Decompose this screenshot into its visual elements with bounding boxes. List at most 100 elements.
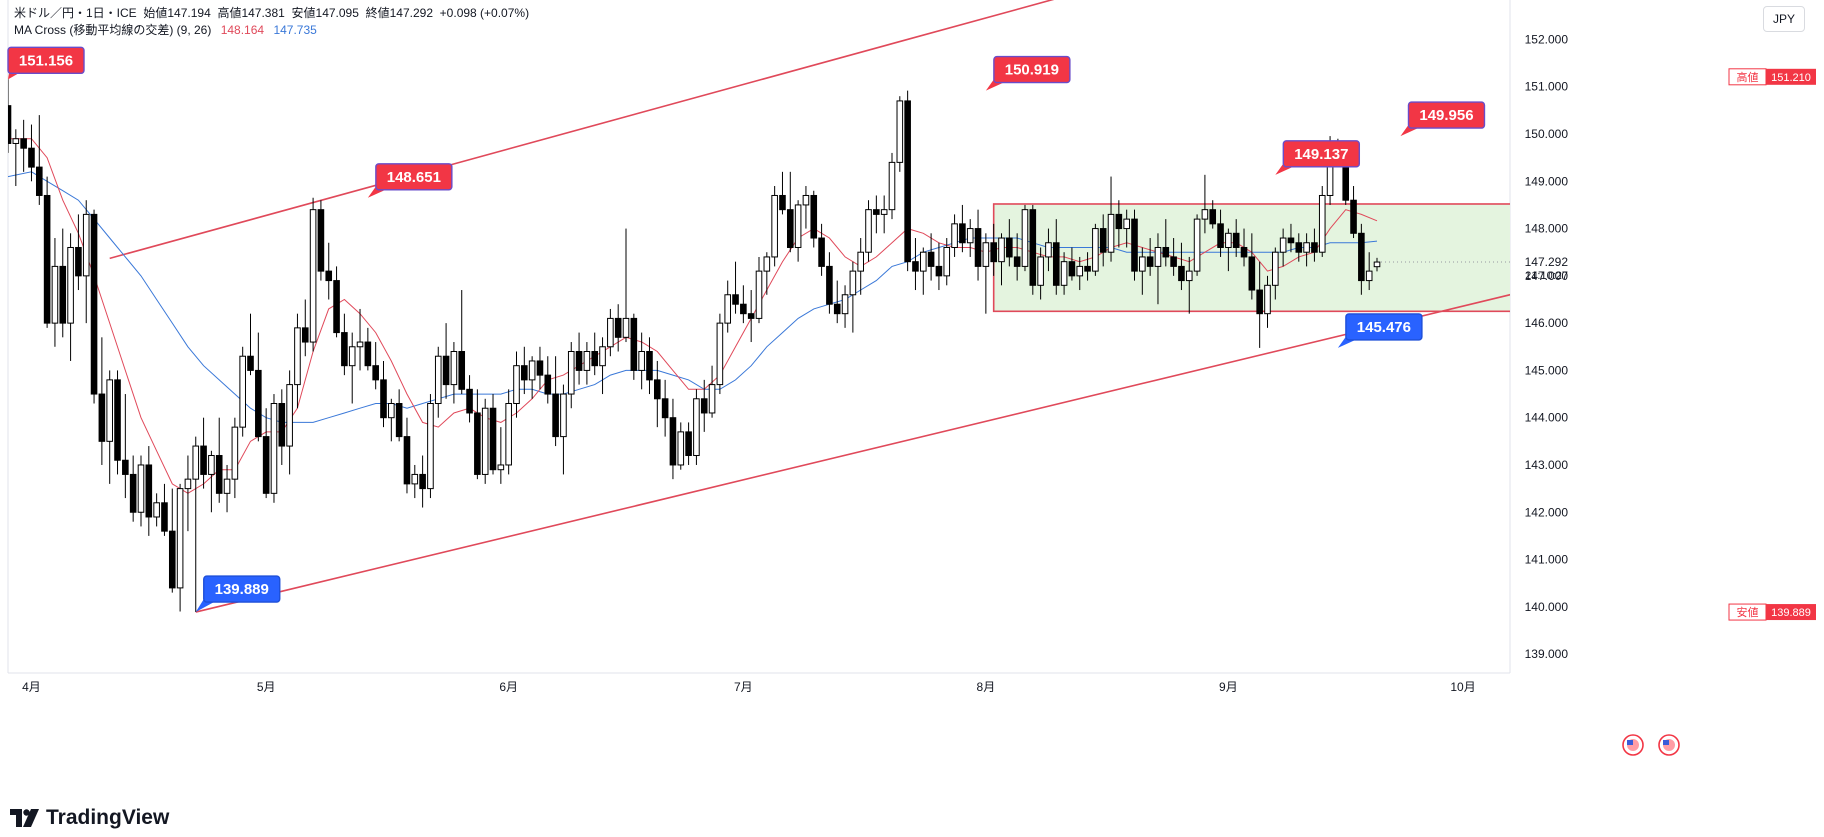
candle-body bbox=[1170, 256, 1177, 267]
candle-body bbox=[888, 161, 896, 211]
high-label: 高値 bbox=[217, 6, 242, 20]
low-label: 安値 bbox=[291, 6, 316, 20]
candle-body bbox=[1287, 237, 1295, 244]
callout-box bbox=[203, 575, 281, 603]
ohlc-header: 米ドル／円・1日・ICE 始値147.194 高値147.381 安値147.0… bbox=[14, 4, 529, 21]
price-marker: 安値 139.889 bbox=[1728, 603, 1816, 621]
candle-body bbox=[192, 445, 200, 480]
candle-body bbox=[1225, 232, 1232, 248]
candle-body bbox=[1115, 213, 1123, 230]
candle-body bbox=[395, 403, 403, 438]
candle-body bbox=[693, 398, 700, 457]
candle-body bbox=[427, 403, 434, 490]
callout-box bbox=[1407, 101, 1486, 129]
callout-label: 151.156 bbox=[19, 52, 73, 69]
candle-body bbox=[544, 374, 552, 395]
candle-body bbox=[912, 261, 919, 272]
brand-name: TradingView bbox=[46, 806, 170, 829]
candle-body bbox=[528, 360, 536, 381]
candle-body bbox=[364, 341, 372, 367]
bar-countdown: 21:10:27 bbox=[1525, 270, 1568, 282]
candle-body bbox=[654, 379, 661, 400]
candle-body bbox=[700, 398, 708, 414]
candle-body bbox=[419, 473, 426, 490]
candle-body bbox=[114, 379, 121, 461]
price-callout: 149.137 bbox=[1275, 140, 1361, 175]
candle-body bbox=[450, 351, 458, 386]
close-value: 147.292 bbox=[389, 6, 433, 20]
tradingview-logo[interactable]: TradingView bbox=[10, 806, 169, 830]
candle-body bbox=[1264, 284, 1271, 315]
candle-body bbox=[1232, 232, 1240, 248]
candle-body bbox=[880, 209, 888, 215]
candle-body bbox=[724, 294, 732, 324]
candle-body bbox=[935, 265, 943, 277]
candle-body bbox=[380, 379, 387, 419]
candle-body bbox=[208, 455, 215, 475]
indicator-legend[interactable]: MA Cross (移動平均線の交差) (9, 26) 148.164 147.… bbox=[14, 21, 317, 38]
plot-area bbox=[8, 0, 1510, 613]
candle-body bbox=[145, 464, 153, 518]
candle-body bbox=[607, 317, 614, 348]
candle-body bbox=[168, 530, 176, 589]
candle-body bbox=[372, 365, 379, 381]
callout-box bbox=[1282, 140, 1361, 168]
price-callout: 150.919 bbox=[985, 55, 1071, 91]
y-tick-label: 139.000 bbox=[1525, 647, 1569, 661]
candle-body bbox=[442, 355, 450, 386]
callout-label: 150.919 bbox=[1005, 62, 1059, 79]
candle-body bbox=[12, 138, 20, 144]
callout-box bbox=[993, 55, 1071, 84]
candle-body bbox=[1201, 209, 1209, 220]
callout-label: 149.956 bbox=[1419, 107, 1473, 124]
candle-body bbox=[200, 445, 207, 475]
candle-body bbox=[560, 393, 567, 438]
candle-body bbox=[927, 251, 935, 267]
candle-body bbox=[591, 351, 599, 367]
candle-body bbox=[255, 369, 262, 438]
price-marker-label: 安値 bbox=[1737, 605, 1759, 619]
candle-body bbox=[262, 436, 270, 494]
candle-body bbox=[575, 351, 583, 371]
candle-body bbox=[833, 303, 841, 315]
candle-body bbox=[223, 478, 231, 494]
ma-fast-line bbox=[8, 138, 1378, 494]
candle-body bbox=[1131, 218, 1138, 272]
x-tick-label: 5月 bbox=[257, 680, 276, 694]
candle-body bbox=[990, 242, 997, 263]
candle-body bbox=[1303, 242, 1310, 253]
high-value: 147.381 bbox=[241, 6, 285, 20]
price-marker-box bbox=[1766, 68, 1816, 85]
currency-button[interactable]: JPY bbox=[1763, 6, 1805, 32]
candle-body bbox=[896, 100, 904, 163]
candle-body bbox=[661, 398, 669, 419]
callout-label: 145.476 bbox=[1357, 319, 1411, 336]
y-tick-label: 150.000 bbox=[1525, 127, 1569, 141]
candle-body bbox=[98, 393, 106, 442]
candle-body bbox=[974, 228, 982, 267]
y-tick-label: 142.000 bbox=[1525, 505, 1569, 519]
candle-body bbox=[28, 147, 35, 168]
candle-body bbox=[1318, 194, 1326, 253]
price-marker-box bbox=[1766, 604, 1816, 621]
x-tick-label: 9月 bbox=[1219, 680, 1238, 694]
candle-body bbox=[669, 417, 677, 466]
candle-body bbox=[1279, 237, 1287, 253]
candle-body bbox=[857, 251, 864, 272]
candle-body bbox=[90, 213, 98, 395]
candle-body bbox=[638, 351, 645, 371]
candle-body bbox=[599, 346, 606, 367]
candle-body bbox=[278, 403, 286, 447]
y-tick-label: 144.000 bbox=[1525, 411, 1569, 425]
candle-body bbox=[215, 455, 223, 494]
candle-body bbox=[184, 478, 192, 490]
candle-body bbox=[137, 464, 145, 513]
candle-body bbox=[1162, 246, 1170, 258]
candle-body bbox=[309, 209, 317, 343]
y-tick-label: 147.000 bbox=[1525, 269, 1569, 283]
candle-body bbox=[286, 384, 293, 447]
candle-body bbox=[1084, 265, 1091, 272]
candle-body bbox=[1193, 218, 1201, 272]
candle-body bbox=[388, 403, 395, 419]
